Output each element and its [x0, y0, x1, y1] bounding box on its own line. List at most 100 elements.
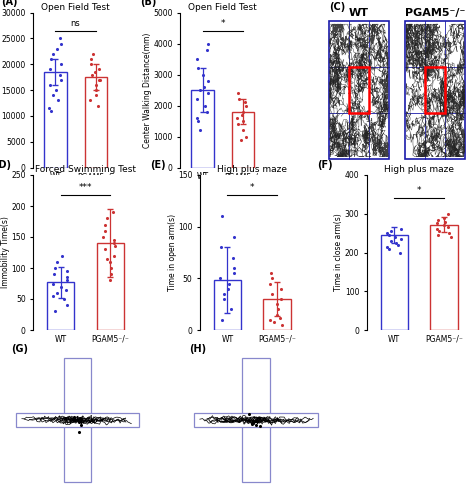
Point: [56, 34, 63, 42]
Point: [63, 276, 70, 284]
Point: [55, 96, 62, 104]
Point: [435, 216, 442, 224]
Point: [274, 310, 281, 318]
Point: [245, 410, 252, 418]
Text: ns: ns: [71, 19, 80, 28]
Point: [204, 89, 212, 97]
Point: [92, 86, 100, 94]
Point: [242, 132, 250, 140]
Point: [235, 89, 242, 97]
Y-axis label: Immobility Time(s): Immobility Time(s): [1, 216, 10, 288]
Point: [446, 229, 453, 237]
Point: [224, 284, 232, 292]
Point: [273, 300, 281, 308]
Point: [107, 264, 115, 272]
Title: Open Field Test: Open Field Test: [41, 2, 110, 12]
Point: [54, 258, 61, 266]
Text: *: *: [250, 183, 255, 192]
Point: [109, 208, 117, 216]
Point: [46, 66, 54, 74]
Point: [57, 60, 65, 68]
Text: ***: ***: [79, 183, 92, 192]
Text: PGAM5⁻/⁻: PGAM5⁻/⁻: [405, 8, 466, 18]
Point: [110, 252, 118, 260]
Text: (G): (G): [11, 344, 28, 353]
Bar: [16, 412, 139, 428]
Text: (D): (D): [0, 160, 10, 170]
Point: [193, 55, 200, 63]
Point: [48, 106, 55, 114]
Point: [229, 254, 237, 262]
Point: [266, 316, 274, 324]
Point: [78, 421, 85, 429]
Point: [101, 246, 109, 254]
Point: [268, 269, 275, 277]
Title: High plus maze: High plus maze: [217, 165, 288, 174]
Point: [230, 233, 238, 241]
Point: [95, 66, 103, 74]
Point: [220, 290, 228, 298]
Point: [53, 289, 61, 297]
Point: [57, 76, 64, 84]
Point: [57, 282, 65, 290]
Point: [88, 70, 95, 78]
Text: *: *: [417, 186, 421, 195]
Point: [444, 224, 452, 232]
Point: [435, 231, 442, 239]
Point: [53, 44, 60, 52]
Point: [225, 280, 233, 287]
Point: [49, 50, 57, 58]
Point: [235, 96, 243, 104]
Point: [204, 108, 211, 116]
Point: [397, 248, 404, 256]
Point: [397, 235, 405, 243]
Point: [242, 102, 250, 110]
Point: [63, 274, 70, 281]
Point: [104, 214, 111, 222]
Point: [106, 258, 114, 266]
Point: [441, 218, 448, 226]
Point: [63, 301, 71, 309]
Point: [101, 220, 109, 228]
Point: [270, 318, 278, 326]
Point: [397, 225, 404, 233]
Point: [75, 428, 83, 436]
Point: [193, 114, 200, 122]
Bar: [214, 280, 241, 330]
Point: [89, 50, 97, 58]
Point: [46, 81, 53, 89]
Point: [103, 254, 111, 262]
Text: *: *: [220, 19, 225, 28]
Point: [241, 98, 248, 106]
Point: [384, 242, 391, 250]
Point: [199, 70, 207, 78]
Point: [276, 314, 284, 322]
Point: [59, 252, 66, 260]
Point: [200, 83, 208, 91]
Point: [392, 239, 400, 247]
Point: [106, 276, 114, 284]
Point: [196, 126, 204, 134]
Point: [433, 225, 440, 233]
Point: [110, 239, 118, 247]
Point: [227, 306, 235, 314]
Bar: [329, 22, 389, 158]
Y-axis label: Center Walking Distance(mm): Center Walking Distance(mm): [143, 32, 152, 148]
Text: (H): (H): [189, 344, 207, 353]
Point: [239, 117, 247, 125]
Point: [77, 415, 85, 423]
Point: [86, 96, 94, 104]
Point: [203, 46, 211, 54]
Point: [193, 96, 201, 104]
Point: [51, 264, 59, 272]
Point: [204, 40, 211, 48]
Point: [107, 270, 114, 278]
Text: WT: WT: [349, 8, 369, 18]
Point: [95, 76, 103, 84]
Bar: [381, 235, 408, 330]
Point: [52, 86, 60, 94]
Point: [234, 120, 242, 128]
Point: [233, 114, 241, 122]
Point: [278, 321, 286, 329]
Point: [266, 280, 274, 287]
